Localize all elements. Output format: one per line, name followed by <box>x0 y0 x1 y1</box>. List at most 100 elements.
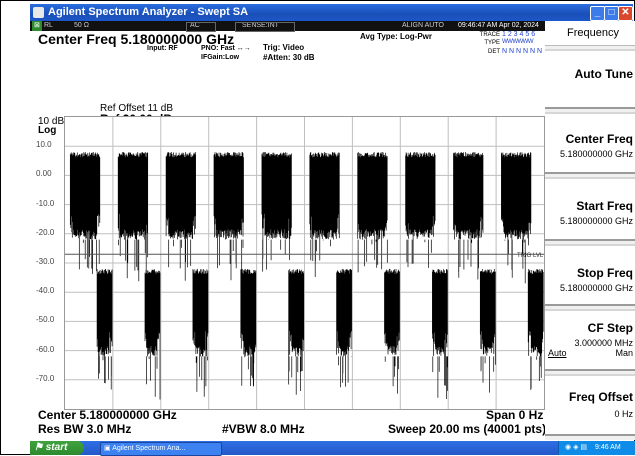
menu-title-box: Frequency <box>545 21 635 46</box>
burst-low <box>527 269 544 390</box>
burst-low-trace <box>144 269 161 400</box>
footer-res-bw: Res BW 3.0 MHz <box>38 422 132 436</box>
strip-box <box>235 22 295 32</box>
burst-high <box>117 152 149 282</box>
trig-level-label: TRIG LVL <box>517 253 544 259</box>
menu-title: Frequency <box>567 27 619 39</box>
center-freq-readout: Center Freq 5.180000000 GHz <box>38 31 235 47</box>
close-button[interactable]: ✕ <box>618 6 633 21</box>
burst-low-trace <box>432 269 448 399</box>
burst-high <box>405 152 436 268</box>
taskbar-item-spectrum-analyzer[interactable]: ▣ Agilent Spectrum Ana... <box>100 442 222 456</box>
y-tick-label: -70.0 <box>36 373 55 383</box>
burst-high-trace <box>117 152 149 282</box>
auto-tune-label: Auto Tune <box>574 67 633 81</box>
status-strip: ⊠ RL 50 Ω AC SENSE:INT ALIGN AUTO 09:46:… <box>30 21 545 32</box>
footer-span: Span 0 Hz <box>486 408 544 422</box>
cf-step-key-label: CF Step <box>587 321 633 335</box>
burst-high <box>213 152 244 281</box>
system-tray: ◉ ◈ ▤ 9:46 AM <box>558 441 635 455</box>
freq-offset-key-label: Freq Offset <box>568 390 633 404</box>
y-tick-label: -20.0 <box>36 227 55 237</box>
start-label: start <box>45 442 68 453</box>
cf-step-key[interactable]: CF Step 3.000000 MHz Auto Man <box>545 309 635 371</box>
y-tick-label: -30.0 <box>36 257 55 266</box>
burst-low <box>288 269 305 395</box>
freq-offset-key-value: 0 Hz <box>614 409 633 419</box>
pno-readout: PNO: Fast ↔→ <box>201 45 251 52</box>
start-freq-key[interactable]: Start Freq 5.180000000 GHz <box>545 177 635 241</box>
rl-badge: ⊠ <box>32 21 42 31</box>
sense: SENSE:INT <box>242 22 279 29</box>
footer-sweep: Sweep 20.00 ms (40001 pts) <box>388 422 547 436</box>
stop-freq-key-label: Stop Freq <box>577 266 633 280</box>
burst-low-trace <box>96 269 113 390</box>
burst-low <box>384 268 400 394</box>
burst-low <box>336 268 353 388</box>
y-tick-label: -10.0 <box>36 198 55 208</box>
center-freq-key-label: Center Freq <box>565 132 633 146</box>
softkey-panel: Frequency Auto Tune Center Freq 5.180000… <box>545 21 635 440</box>
burst-low-trace <box>192 268 209 397</box>
trace-plot: TRIG LVL <box>65 117 544 409</box>
burst-high-trace <box>405 152 436 268</box>
trace-numbers: 1 2 3 4 5 6 <box>502 31 536 38</box>
impedance: 50 Ω <box>74 22 89 29</box>
burst-low-trace <box>240 269 257 387</box>
burst-high-trace <box>261 152 292 272</box>
freq-offset-key[interactable]: Freq Offset 0 Hz <box>545 374 635 436</box>
y-tick-label: -50.0 <box>36 315 55 325</box>
burst-high <box>453 152 484 280</box>
center-freq-key-value: 5.180000000 GHz <box>559 149 633 159</box>
start-button[interactable]: ⚑ start <box>30 441 84 455</box>
burst-high-trace <box>309 152 340 277</box>
burst-high-trace <box>213 152 244 281</box>
align: ALIGN AUTO <box>402 22 444 29</box>
center-freq-key[interactable]: Center Freq 5.180000000 GHz <box>545 112 635 174</box>
burst-high-trace <box>165 152 196 281</box>
y-tick-label: -60.0 <box>36 344 55 354</box>
stop-freq-key[interactable]: Stop Freq 5.180000000 GHz <box>545 244 635 306</box>
window-titlebar: Agilent Spectrum Analyzer - Swept SA _ □… <box>30 4 633 21</box>
y-tick-label: -40.0 <box>36 286 55 296</box>
burst-high <box>501 152 532 284</box>
burst-low <box>144 269 161 400</box>
burst-low-trace <box>527 269 544 390</box>
app-icon <box>33 7 44 18</box>
minimize-button[interactable]: _ <box>590 6 605 21</box>
datetime: 09:46:47 AM Apr 02, 2024 <box>458 22 539 29</box>
trig-readout: Trig: Video <box>263 43 305 52</box>
app-task-icon: ▣ <box>104 445 111 452</box>
network-icon[interactable]: ◉ <box>565 444 572 451</box>
burst-low-trace <box>336 268 353 388</box>
burst-low <box>479 269 496 393</box>
atten-readout: #Atten: 30 dB <box>263 53 315 62</box>
footer-vbw: #VBW 8.0 MHz <box>222 422 305 436</box>
burst-high <box>69 152 101 274</box>
y-tick-label: 10.0 <box>36 140 52 150</box>
coupling: AC <box>190 22 200 29</box>
burst-high <box>357 152 388 273</box>
burst-low-trace <box>479 269 496 393</box>
ifgain-readout: IFGain:Low <box>201 54 240 61</box>
burst-high-trace <box>501 152 532 284</box>
ref-offset: Ref Offset 11 dB <box>100 103 174 114</box>
task-item-label: Agilent Spectrum Ana... <box>112 445 186 452</box>
tray-extra-icon[interactable]: ▤ <box>580 444 588 451</box>
burst-high <box>165 152 196 281</box>
auto-tune-key[interactable]: Auto Tune <box>545 49 635 109</box>
window-title: Agilent Spectrum Analyzer - Swept SA <box>48 6 249 18</box>
volume-icon[interactable]: ◈ <box>573 444 579 451</box>
type-label: TYPE <box>484 40 500 46</box>
trace-label: TRACE <box>479 32 500 38</box>
burst-low <box>96 269 113 390</box>
cf-step-man: Man <box>615 348 633 358</box>
burst-high <box>309 152 340 277</box>
y-tick-label: 0.00 <box>36 169 52 179</box>
maximize-button[interactable]: □ <box>604 6 619 21</box>
burst-high <box>261 152 292 272</box>
start-freq-key-value: 5.180000000 GHz <box>559 216 633 226</box>
trace-display[interactable]: TRIG LVL <box>64 116 545 410</box>
start-freq-key-label: Start Freq <box>576 199 633 213</box>
taskbar: ⚑ start ▣ Agilent Spectrum Ana... ◉ ◈ ▤ … <box>30 441 635 456</box>
